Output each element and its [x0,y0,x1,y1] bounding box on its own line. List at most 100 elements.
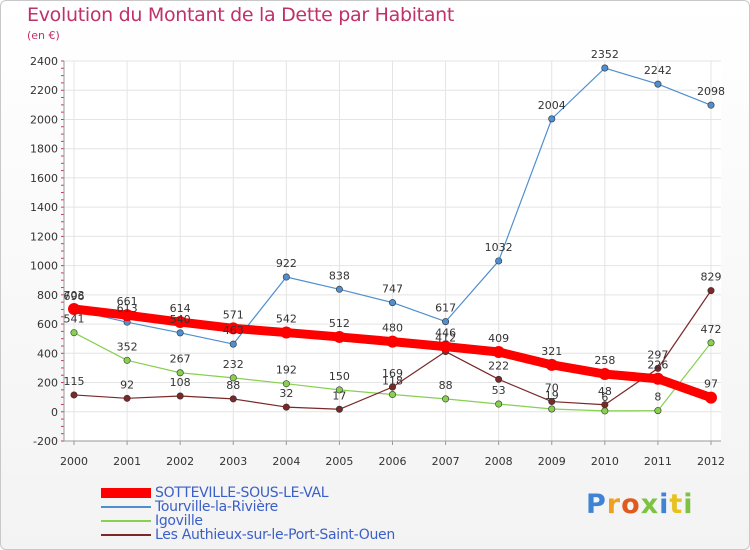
data-label: 829 [701,271,722,284]
chart-subtitle: (en €) [27,29,60,42]
data-label: 108 [170,376,191,389]
data-point [548,405,556,413]
y-tick-label: -200 [33,435,58,448]
data-point [548,115,556,123]
data-point [176,329,184,337]
data-point [601,407,609,415]
data-label: 8 [654,391,661,404]
data-point [176,369,184,377]
data-point [388,383,396,391]
data-label: 472 [701,323,722,336]
data-label: 1032 [485,241,513,254]
data-label: 703 [64,289,85,302]
data-label: 88 [226,379,240,392]
logo-letter: P [586,489,607,520]
data-label: 169 [382,367,403,380]
data-label: 352 [117,340,138,353]
data-point [598,368,611,381]
x-tick-label: 2009 [538,455,566,468]
data-point [386,335,399,348]
y-tick-label: 1200 [30,230,58,243]
y-tick-label: 200 [37,377,58,390]
data-label: 17 [332,389,346,402]
logo-letter: o [621,489,641,520]
logo-letter: i [659,489,670,520]
data-point [121,309,134,322]
data-point [70,329,78,337]
x-tick-label: 2011 [644,455,672,468]
data-label: 48 [598,385,612,398]
data-label: 19 [545,389,559,402]
data-label: 258 [594,354,615,367]
y-tick-label: 400 [37,347,58,360]
x-tick-label: 2008 [485,455,513,468]
data-label: 922 [276,257,297,270]
data-point [123,356,131,364]
data-point [439,340,452,353]
data-point [335,405,343,413]
y-tick-label: 600 [37,318,58,331]
data-label: 118 [382,375,403,388]
data-label: 661 [117,295,138,308]
data-label: 2004 [538,99,566,112]
data-point [227,322,240,335]
x-tick-label: 2001 [113,455,141,468]
data-label: 232 [223,358,244,371]
data-label: 696 [64,290,85,303]
y-tick-label: 2200 [30,84,58,97]
logo-letter: i [683,489,694,520]
x-tick-label: 2010 [591,455,619,468]
data-label: 115 [64,375,85,388]
x-tick-label: 2003 [219,455,247,468]
y-tick-label: 1000 [30,260,58,273]
legend-swatch [101,534,151,536]
data-label: 222 [488,359,509,372]
data-point [707,339,715,347]
data-label: 541 [64,313,85,326]
data-label: 70 [545,382,559,395]
y-tick-label: 800 [37,289,58,302]
data-point [176,392,184,400]
data-point [388,391,396,399]
data-point [282,273,290,281]
data-label: 838 [329,269,350,282]
data-point [229,395,237,403]
x-tick-label: 2006 [379,455,407,468]
data-label: 32 [279,387,293,400]
data-label: 571 [223,308,244,321]
data-label: 542 [276,313,297,326]
data-point [280,326,293,339]
data-point [68,303,80,316]
legend-label: Tourville-la-Rivière [155,499,278,515]
data-label: 6 [601,391,608,404]
data-point [492,345,505,358]
data-label: 97 [704,378,718,391]
logo-letter: t [669,489,684,520]
proxiti-logo: Proxiti [586,489,694,520]
data-label: 267 [170,353,191,366]
legend-label: SOTTEVILLE-SOUS-LE-VAL [155,485,329,501]
x-tick-label: 2012 [697,455,725,468]
data-point [707,101,715,109]
data-label: 446 [435,327,456,340]
x-tick-label: 2005 [325,455,353,468]
data-point [705,391,717,404]
data-point [70,391,78,399]
data-point [442,395,450,403]
data-point [229,340,237,348]
data-label: 92 [120,378,134,391]
data-point [282,380,290,388]
data-label: 613 [117,302,138,315]
data-label: 226 [647,359,668,372]
data-point [654,407,662,415]
data-point [495,257,503,265]
legend-swatch [101,520,151,522]
data-point [229,374,237,382]
y-tick-label: 2400 [30,55,58,68]
data-point [495,400,503,408]
data-point [654,364,662,372]
chart-title: Evolution du Montant de la Dette par Hab… [27,4,455,26]
data-label: 53 [492,384,506,397]
